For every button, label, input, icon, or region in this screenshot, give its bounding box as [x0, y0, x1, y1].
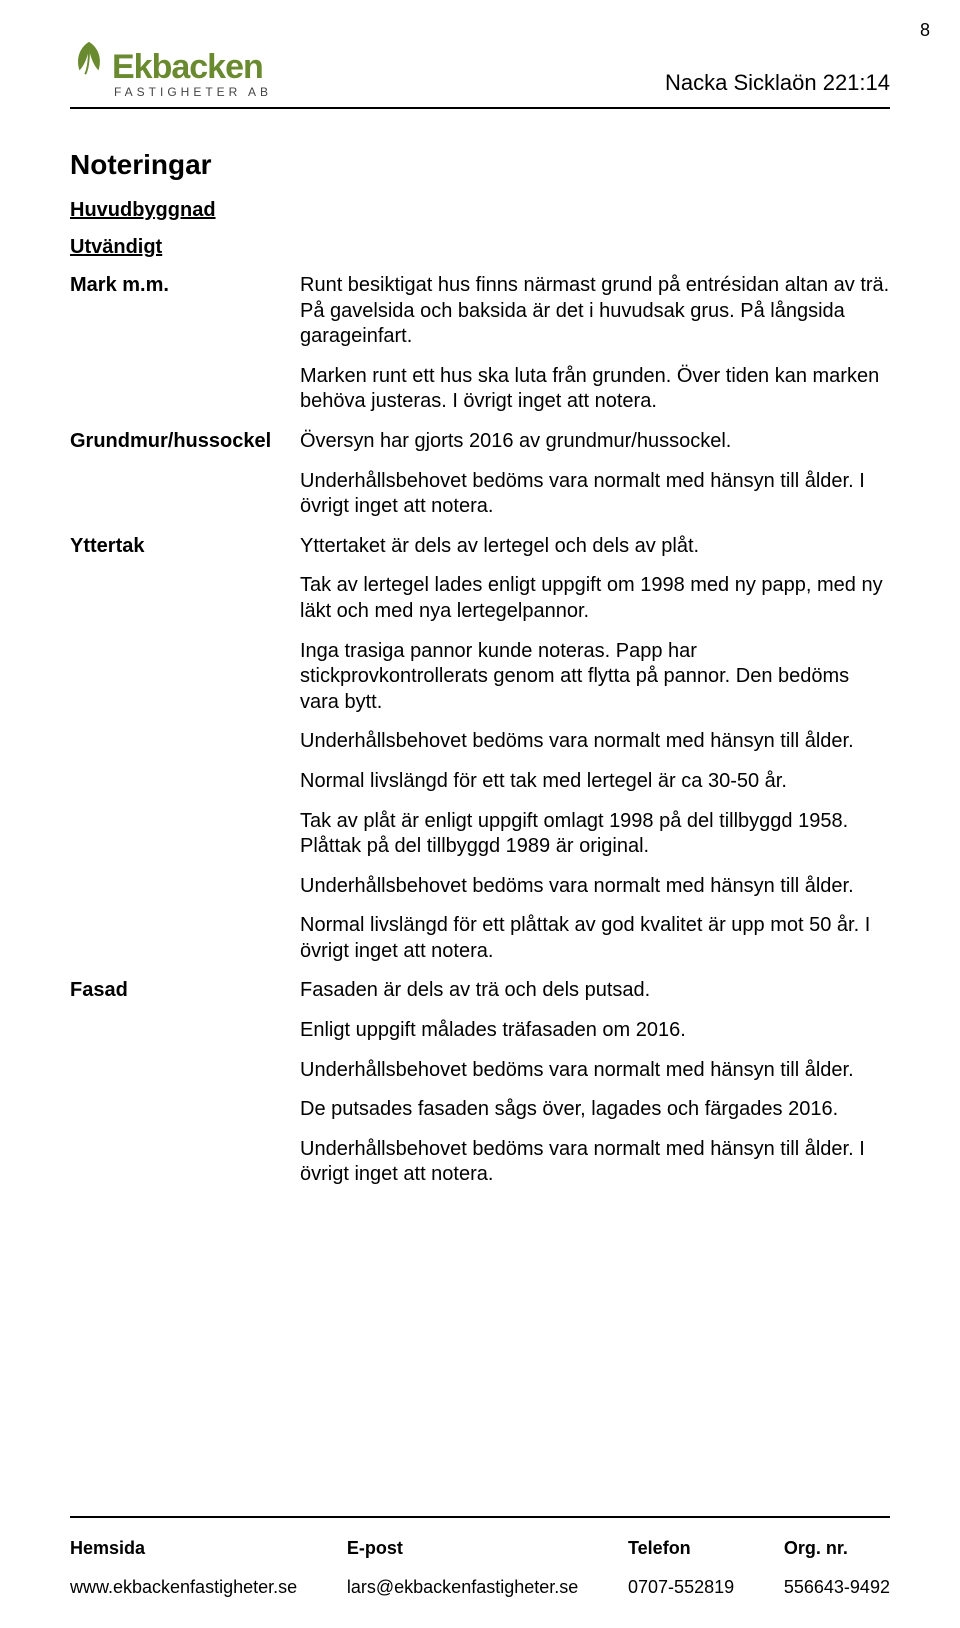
row-label: Yttertak [70, 534, 300, 560]
paragraph: Fasaden är dels av trä och dels putsad. [300, 978, 890, 1004]
paragraph: Runt besiktigat hus finns närmast grund … [300, 273, 890, 350]
content-row: FasadFasaden är dels av trä och dels put… [70, 978, 890, 1202]
content-row: Mark m.m.Runt besiktigat hus finns närma… [70, 273, 890, 429]
paragraph: Underhållsbehovet bedöms vara normalt me… [300, 874, 890, 900]
heading-huvudbyggnad: Huvudbyggnad [70, 199, 890, 222]
footer-label: Hemsida [70, 1538, 297, 1559]
divider-bottom [70, 1516, 890, 1518]
paragraph: Yttertaket är dels av lertegel och dels … [300, 534, 890, 560]
content-row: YttertakYttertaket är dels av lertegel o… [70, 534, 890, 979]
heading-noteringar: Noteringar [70, 149, 890, 181]
content-table: Mark m.m.Runt besiktigat hus finns närma… [70, 273, 890, 1202]
page-number: 8 [920, 20, 930, 41]
row-label: Grundmur/hussockel [70, 429, 300, 455]
footer-label: Org. nr. [784, 1538, 890, 1559]
footer-label: Telefon [628, 1538, 734, 1559]
header: Ekbacken FASTIGHETER AB Nacka Sicklaön 2… [70, 40, 890, 99]
paragraph: Enligt uppgift målades träfasaden om 201… [300, 1018, 890, 1044]
footer-value: 556643-9492 [784, 1577, 890, 1598]
paragraph: Normal livslängd för ett plåttak av god … [300, 913, 890, 964]
row-body: Yttertaket är dels av lertegel och dels … [300, 534, 890, 979]
paragraph: Underhållsbehovet bedöms vara normalt me… [300, 1137, 890, 1188]
row-body: Översyn har gjorts 2016 av grundmur/huss… [300, 429, 890, 534]
paragraph: Inga trasiga pannor kunde noteras. Papp … [300, 639, 890, 716]
paragraph: Underhållsbehovet bedöms vara normalt me… [300, 1058, 890, 1084]
paragraph: Marken runt ett hus ska luta från grunde… [300, 364, 890, 415]
footer: Hemsida www.ekbackenfastigheter.se E-post l… [70, 1516, 890, 1598]
logo: Ekbacken FASTIGHETER AB [70, 40, 272, 99]
footer-column: Hemsida www.ekbackenfastigheter.se [70, 1538, 297, 1598]
row-body: Fasaden är dels av trä och dels putsad. E… [300, 978, 890, 1202]
divider-top [70, 107, 890, 109]
heading-utvandigt: Utvändigt [70, 236, 890, 259]
document-title: Nacka Sicklaön 221:14 [665, 70, 890, 96]
row-body: Runt besiktigat hus finns närmast grund … [300, 273, 890, 429]
content-row: Grundmur/hussockelÖversyn har gjorts 201… [70, 429, 890, 534]
footer-column: E-post lars@ekbackenfastigheter.se [347, 1538, 578, 1598]
paragraph: De putsades fasaden sågs över, lagades o… [300, 1097, 890, 1123]
row-label: Fasad [70, 978, 300, 1004]
paragraph: Underhållsbehovet bedöms vara normalt me… [300, 469, 890, 520]
paragraph: Normal livslängd för ett tak med lertege… [300, 769, 890, 795]
paragraph: Tak av plåt är enligt uppgift omlagt 199… [300, 809, 890, 860]
paragraph: Underhållsbehovet bedöms vara normalt me… [300, 729, 890, 755]
footer-value: 0707-552819 [628, 1577, 734, 1598]
footer-table: Hemsida www.ekbackenfastigheter.se E-post l… [70, 1538, 890, 1598]
footer-value: www.ekbackenfastigheter.se [70, 1577, 297, 1598]
footer-label: E-post [347, 1538, 578, 1559]
logo-text: Ekbacken [112, 48, 263, 87]
footer-column: Org. nr. 556643-9492 [784, 1538, 890, 1598]
leaf-icon [70, 40, 108, 78]
paragraph: Översyn har gjorts 2016 av grundmur/huss… [300, 429, 890, 455]
paragraph: Tak av lertegel lades enligt uppgift om … [300, 573, 890, 624]
footer-column: Telefon 0707-552819 [628, 1538, 734, 1598]
footer-value: lars@ekbackenfastigheter.se [347, 1577, 578, 1598]
logo-subtitle: FASTIGHETER AB [114, 85, 272, 99]
row-label: Mark m.m. [70, 273, 300, 299]
